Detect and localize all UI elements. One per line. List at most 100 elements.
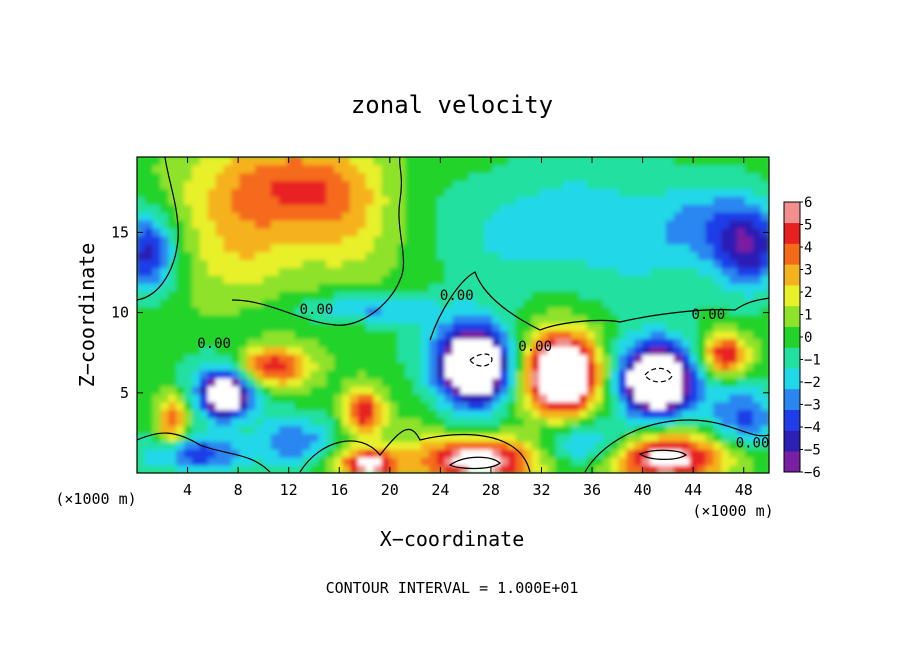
- heatmap-cell: [444, 464, 454, 473]
- heatmap-cell: [302, 298, 312, 308]
- heatmap-cell: [515, 298, 525, 308]
- heatmap-cell: [665, 369, 675, 379]
- heatmap-cell: [760, 306, 769, 316]
- heatmap-cell: [531, 172, 541, 182]
- heatmap-cell: [263, 204, 272, 213]
- heatmap-cell: [626, 425, 636, 434]
- heatmap-cell: [713, 219, 722, 229]
- heatmap-cell: [239, 283, 248, 292]
- heatmap-cell: [658, 164, 667, 174]
- heatmap-cell: [689, 172, 699, 182]
- heatmap-cell: [705, 243, 715, 253]
- heatmap-cell: [705, 322, 715, 332]
- heatmap-cell: [634, 409, 643, 419]
- heatmap-cell: [705, 393, 715, 403]
- heatmap-cell: [634, 448, 643, 458]
- heatmap-cell: [563, 196, 572, 205]
- heatmap-cell: [579, 267, 588, 276]
- heatmap-cell: [579, 409, 588, 419]
- heatmap-cell: [571, 433, 580, 442]
- heatmap-cell: [184, 369, 193, 379]
- heatmap-cell: [681, 330, 691, 340]
- contour-label: 0.00: [440, 288, 474, 304]
- heatmap-cell: [191, 275, 201, 284]
- heatmap-cell: [405, 227, 414, 237]
- heatmap-cell: [523, 362, 533, 371]
- heatmap-cell: [247, 283, 256, 292]
- heatmap-cell: [737, 322, 746, 332]
- heatmap-cell: [199, 401, 209, 411]
- heatmap-cell: [152, 346, 162, 355]
- heatmap-cell: [342, 259, 351, 268]
- heatmap-cell: [689, 385, 699, 395]
- heatmap-cell: [729, 464, 738, 473]
- heatmap-cell: [586, 283, 596, 292]
- heatmap-cell: [207, 401, 217, 411]
- heatmap-cell: [602, 211, 612, 221]
- heatmap-cell: [697, 362, 707, 371]
- heatmap-cell: [231, 243, 241, 253]
- heatmap-cell: [602, 441, 612, 450]
- heatmap-cell: [444, 393, 454, 403]
- contour-label: 0.00: [518, 339, 552, 355]
- heatmap-cell: [721, 346, 730, 355]
- heatmap-cell: [144, 164, 154, 174]
- heatmap-cell: [168, 448, 177, 458]
- heatmap-cell: [302, 425, 312, 434]
- heatmap-cell: [342, 385, 351, 395]
- heatmap-cell: [199, 433, 209, 442]
- heatmap-cell: [247, 275, 256, 284]
- heatmap-cell: [397, 433, 406, 442]
- heatmap-cell: [223, 243, 233, 253]
- heatmap-cell: [752, 204, 762, 213]
- heatmap-cell: [349, 283, 359, 292]
- heatmap-cell: [721, 251, 730, 261]
- heatmap-cell: [137, 346, 146, 355]
- heatmap-cell: [428, 227, 438, 237]
- heatmap-cell: [421, 409, 430, 419]
- heatmap-cell: [689, 211, 699, 221]
- heatmap-cell: [547, 243, 557, 253]
- heatmap-cell: [168, 417, 177, 426]
- heatmap-cell: [286, 204, 296, 213]
- heatmap-cell: [658, 338, 667, 347]
- heatmap-cell: [302, 211, 312, 221]
- heatmap-cell: [634, 157, 643, 166]
- heatmap-cell: [365, 385, 375, 395]
- heatmap-cell: [247, 354, 256, 363]
- heatmap-cell: [571, 219, 580, 229]
- heatmap-cell: [397, 283, 406, 292]
- heatmap-cell: [152, 298, 162, 308]
- heatmap-cell: [176, 354, 185, 363]
- heatmap-cell: [413, 235, 422, 245]
- heatmap-cell: [500, 409, 509, 419]
- heatmap-cell: [176, 377, 185, 387]
- colorbar-segment: [784, 368, 800, 390]
- heatmap-cell: [137, 275, 146, 284]
- heatmap-cell: [168, 243, 177, 253]
- heatmap-cell: [476, 393, 485, 403]
- heatmap-cell: [176, 385, 185, 395]
- heatmap-cell: [365, 401, 375, 411]
- heatmap-cell: [444, 267, 454, 276]
- heatmap-cell: [602, 401, 612, 411]
- heatmap-cell: [413, 290, 422, 300]
- heatmap-cell: [492, 441, 501, 450]
- heatmap-cell: [421, 385, 430, 395]
- heatmap-cell: [413, 338, 422, 347]
- heatmap-cell: [571, 306, 580, 316]
- heatmap-cell: [349, 393, 359, 403]
- heatmap-cell: [310, 425, 320, 434]
- heatmap-cell: [555, 204, 564, 213]
- contour-label: 0.00: [736, 435, 770, 451]
- heatmap-cell: [555, 164, 564, 174]
- heatmap-cell: [444, 283, 454, 292]
- heatmap-cell: [207, 283, 217, 292]
- heatmap-cell: [184, 322, 193, 332]
- heatmap-cell: [689, 180, 699, 189]
- heatmap-cell: [586, 409, 596, 419]
- heatmap-cell: [349, 448, 359, 458]
- heatmap-cell: [579, 362, 588, 371]
- heatmap-cell: [586, 456, 596, 466]
- heatmap-cell: [713, 314, 722, 324]
